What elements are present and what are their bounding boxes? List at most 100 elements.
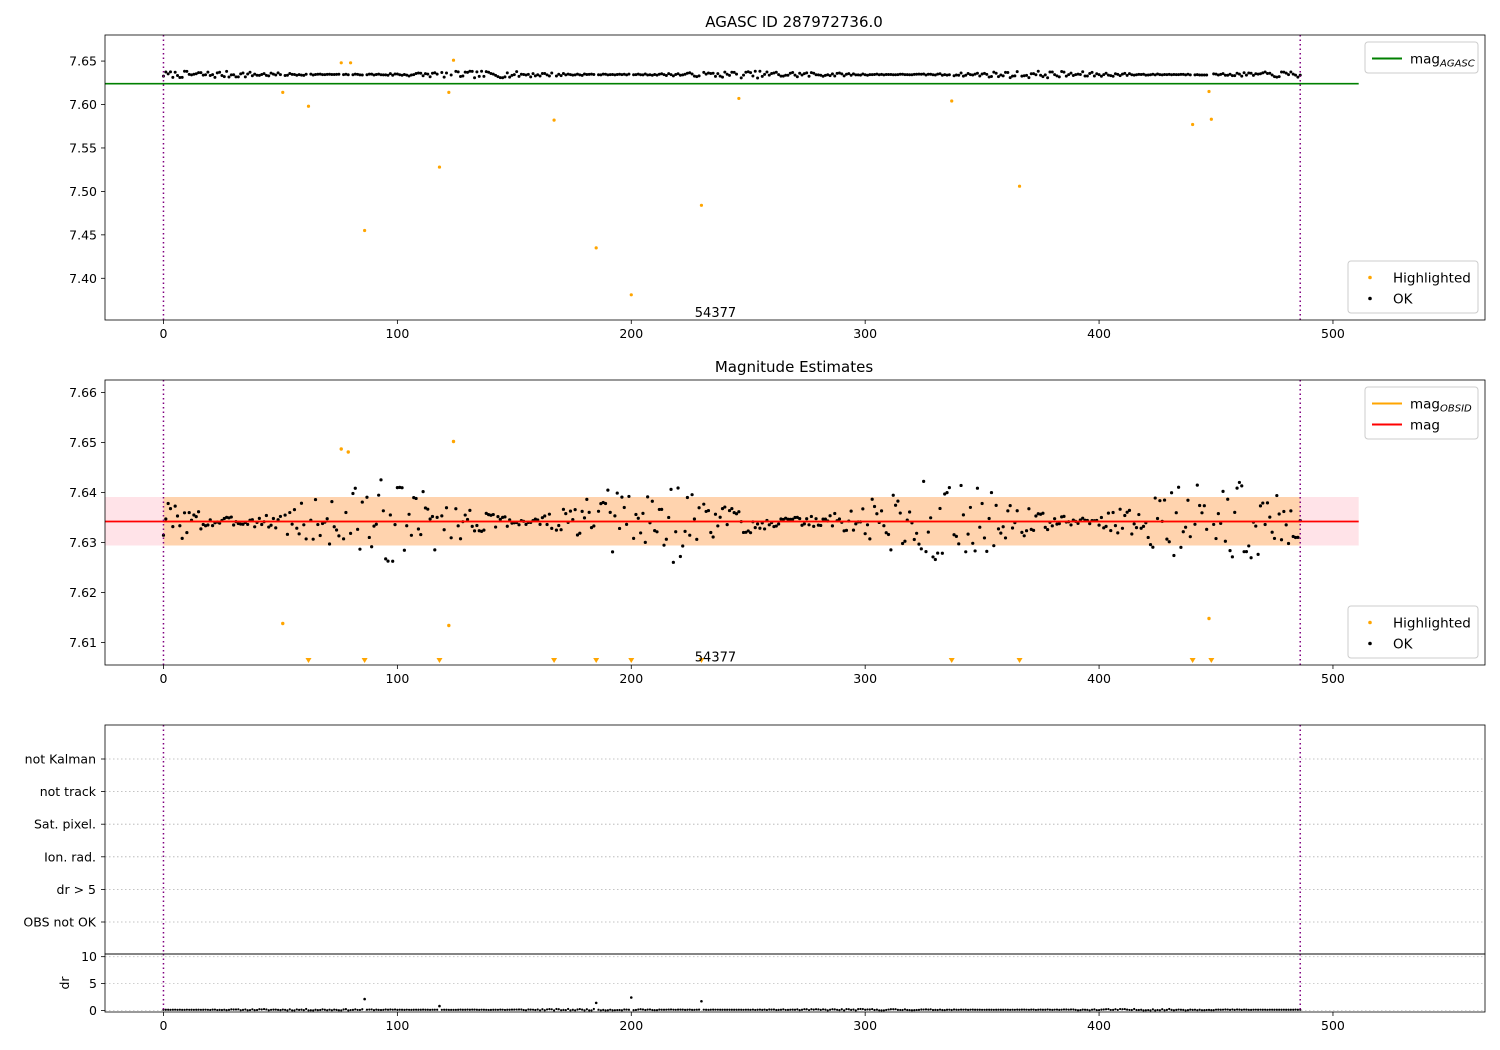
ok-point — [725, 522, 729, 527]
ok-point — [449, 536, 453, 540]
ok-point — [643, 540, 647, 544]
ok-point — [833, 511, 837, 516]
dr-point — [1074, 1008, 1077, 1011]
ok-point — [807, 74, 811, 78]
ok-point — [1235, 71, 1239, 75]
ok-point — [311, 73, 315, 77]
dr-point — [513, 1008, 516, 1011]
dr-point — [1086, 1008, 1089, 1011]
ok-point — [416, 71, 420, 75]
ok-point — [744, 530, 748, 534]
dr-point — [894, 1008, 897, 1011]
ok-point — [463, 70, 467, 74]
ok-point — [678, 73, 682, 77]
ok-point — [940, 551, 944, 555]
dr-point — [850, 1008, 853, 1011]
ok-point — [622, 505, 626, 510]
ok-point — [954, 73, 958, 77]
legend-dot-swatch — [1368, 620, 1372, 625]
ok-point — [1256, 72, 1260, 76]
dr-point — [489, 1008, 493, 1011]
ok-point — [798, 71, 802, 75]
dr-point — [295, 1008, 298, 1011]
ok-point — [356, 72, 360, 76]
ok-point — [1099, 74, 1103, 78]
ok-point — [627, 72, 631, 76]
off-scale-marker — [593, 658, 600, 663]
ok-point — [1284, 71, 1288, 75]
highlighted-point — [699, 203, 704, 207]
ok-point — [414, 496, 418, 501]
ok-point — [1275, 75, 1279, 79]
ok-point — [662, 73, 666, 77]
ok-point — [1139, 72, 1143, 76]
ok-point — [582, 72, 586, 76]
dr-point — [305, 1007, 308, 1011]
ok-point — [989, 75, 993, 79]
ok-point — [805, 517, 809, 521]
ok-point — [1132, 522, 1136, 526]
ok-point — [1263, 522, 1267, 527]
ok-point — [791, 517, 795, 521]
ok-point — [1296, 535, 1300, 540]
ok-point — [276, 518, 280, 522]
ok-point — [1216, 73, 1220, 77]
dr-point — [459, 1008, 462, 1011]
ok-point — [863, 532, 867, 536]
ok-point — [606, 488, 610, 492]
axes-frame — [104, 953, 1486, 1013]
ok-point — [891, 493, 895, 497]
ok-point — [1046, 527, 1050, 532]
ok-point — [618, 72, 622, 76]
ok-point — [613, 514, 617, 518]
dr-point — [253, 1009, 256, 1012]
ok-point — [812, 524, 816, 528]
ok-point — [405, 524, 409, 528]
ok-point — [900, 541, 905, 546]
dr-point — [398, 1008, 401, 1011]
highlighted-point — [339, 61, 343, 65]
dr-point — [952, 1008, 956, 1011]
ok-point — [571, 73, 575, 77]
flag-label: dr > 5 — [57, 882, 96, 897]
ok-point — [161, 533, 166, 537]
ok-point — [1214, 72, 1218, 76]
dr-point — [464, 1008, 467, 1011]
ok-point — [358, 73, 362, 77]
ok-point — [657, 72, 661, 76]
ok-point — [1134, 526, 1139, 530]
ok-point — [781, 74, 785, 78]
ok-point — [1256, 552, 1260, 556]
ok-point — [353, 72, 357, 76]
ok-point — [1291, 72, 1295, 76]
ok-point — [959, 71, 963, 75]
dr-point — [1027, 1008, 1030, 1011]
dr-point — [176, 1008, 179, 1011]
ok-point — [938, 72, 942, 76]
dr-point — [1207, 1008, 1211, 1012]
ok-point — [742, 73, 746, 77]
ok-point — [1277, 512, 1281, 516]
flag-label: Sat. pixel. — [34, 817, 96, 832]
ok-point — [473, 76, 477, 80]
ok-point — [1050, 70, 1054, 74]
ok-point — [592, 524, 596, 528]
x-tick-label: 200 — [619, 671, 643, 686]
ok-point — [1242, 550, 1246, 554]
dr-point — [686, 1008, 689, 1011]
ok-point — [671, 74, 675, 78]
ok-point — [444, 71, 448, 75]
dr-point — [1009, 1008, 1012, 1011]
ok-point — [540, 71, 544, 75]
ok-point — [1237, 480, 1242, 485]
dr-point — [1102, 1008, 1105, 1011]
dr-point — [1205, 1008, 1208, 1012]
dr-point — [1292, 1008, 1295, 1011]
dr-point — [1161, 1008, 1164, 1011]
ok-point — [1074, 73, 1078, 77]
x-tick-label: 100 — [385, 326, 409, 341]
dr-point — [1090, 1008, 1094, 1011]
dr-point — [899, 1008, 902, 1012]
ok-point — [798, 516, 802, 521]
ok-point — [183, 69, 187, 73]
